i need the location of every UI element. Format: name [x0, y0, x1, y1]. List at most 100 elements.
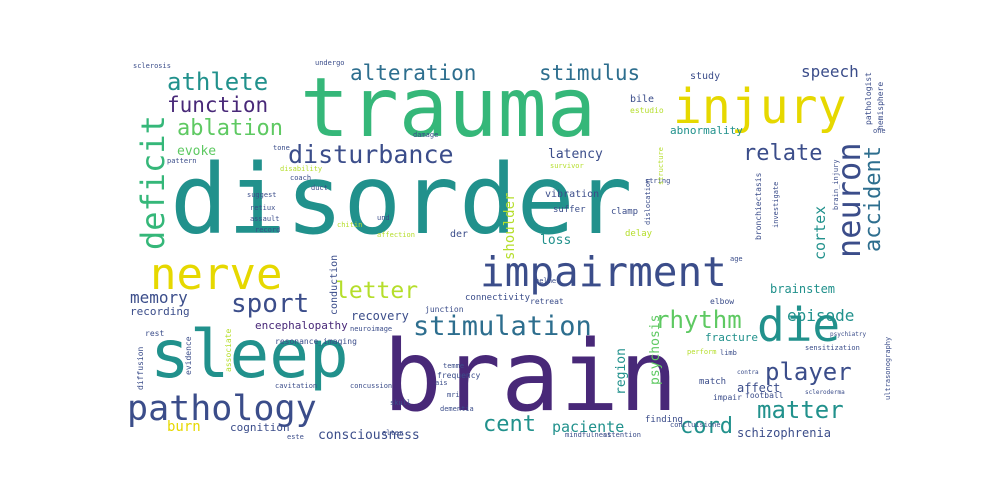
word: function	[167, 93, 269, 117]
word: retreat	[530, 297, 564, 306]
word: chitin	[337, 221, 363, 229]
word: schizophrenia	[737, 426, 831, 440]
word: impairment	[480, 248, 727, 296]
word: relate	[743, 141, 823, 166]
word: und	[377, 214, 390, 222]
word: structure	[657, 147, 665, 185]
word: evoke	[177, 144, 217, 159]
word: elbow	[710, 297, 735, 306]
word: trauma	[300, 61, 597, 156]
word: connectivity	[465, 293, 531, 303]
word: suffer	[553, 205, 586, 215]
word: football	[745, 391, 784, 400]
word: survivor	[550, 162, 584, 170]
word: der	[450, 229, 469, 240]
word: consciousness	[318, 428, 420, 443]
word: clamp	[611, 207, 639, 217]
word: rhythm	[655, 306, 742, 334]
word: disorder	[170, 144, 633, 256]
word: coach	[290, 174, 312, 182]
word: diffusion	[136, 346, 145, 390]
word: paciente	[552, 418, 625, 436]
word: latency	[548, 147, 603, 162]
word: stimulation	[413, 311, 592, 342]
word: perform	[687, 348, 717, 356]
word: cent	[483, 412, 536, 437]
word: tone	[273, 144, 290, 152]
word: pattern	[167, 157, 197, 165]
word: resonance_imaging	[275, 337, 357, 346]
word: stimulus	[539, 61, 641, 85]
word: frequency	[437, 371, 481, 380]
word: sleep	[150, 316, 349, 393]
word: limb	[720, 349, 737, 357]
word: accident	[861, 146, 886, 252]
word: cord	[680, 414, 733, 439]
word: ablation	[177, 116, 283, 141]
word: region	[614, 348, 629, 395]
word: string	[645, 177, 671, 185]
word: dislocation	[644, 178, 652, 225]
word: temme	[443, 362, 465, 370]
word: assault	[250, 215, 280, 223]
word: hemisphere	[876, 81, 885, 130]
word: mindfulness	[565, 431, 612, 439]
word-cloud: disorder brain trauma sleep impairment i…	[125, 50, 900, 445]
word: conduction	[329, 254, 340, 315]
word: player	[765, 358, 852, 386]
word: cognition	[230, 421, 290, 434]
word: affection	[377, 231, 415, 239]
word: sclerosis	[133, 62, 171, 70]
word: study	[690, 71, 721, 82]
word: cavitation	[275, 382, 318, 390]
word: one	[873, 127, 886, 135]
word: record	[255, 226, 281, 234]
word: este	[287, 433, 304, 441]
word: contra	[737, 369, 759, 376]
word: pathologist	[864, 72, 873, 125]
word: encephalopathy	[255, 319, 348, 332]
word: suggest	[247, 191, 277, 199]
word: recording	[130, 305, 190, 318]
word: brain_injury	[832, 159, 840, 210]
word: burn	[167, 419, 201, 435]
word: brainstem	[770, 282, 836, 296]
word: helmet	[535, 277, 561, 285]
word: sport	[231, 289, 310, 319]
word: psychosis	[648, 314, 663, 385]
word: ais	[435, 379, 448, 387]
word: abnormality	[670, 124, 743, 137]
word: cortex	[811, 205, 829, 260]
word: affect	[737, 381, 781, 395]
word: rest	[145, 329, 165, 338]
word: die	[757, 298, 841, 352]
word: duct	[311, 184, 328, 192]
word: retiux	[250, 204, 276, 212]
word: disability	[280, 165, 323, 173]
word: recovery	[351, 309, 409, 323]
word: skull	[390, 399, 412, 407]
word: age	[730, 255, 743, 263]
word: estudio	[630, 106, 664, 115]
word: scleroderma	[805, 389, 845, 396]
word: injury	[673, 79, 847, 135]
word: fracture	[705, 331, 758, 344]
word: pathology	[127, 389, 317, 429]
word: episode	[787, 306, 855, 325]
word: deficit	[134, 115, 172, 250]
word: loss	[540, 233, 572, 248]
word: alteration	[350, 61, 477, 85]
word: delay	[625, 229, 653, 239]
word: shoulder	[502, 192, 518, 260]
word: undergo	[315, 59, 345, 67]
word: disturbance	[288, 140, 454, 169]
word: psychiatry	[830, 331, 867, 338]
word: dementia	[440, 405, 474, 413]
word: evidence	[184, 336, 193, 375]
word: damage	[413, 131, 439, 139]
word: alter	[382, 429, 404, 437]
word: brain	[383, 320, 679, 434]
word: associate	[224, 328, 233, 372]
word: concussion	[350, 382, 393, 390]
word: concluisione	[670, 421, 721, 429]
